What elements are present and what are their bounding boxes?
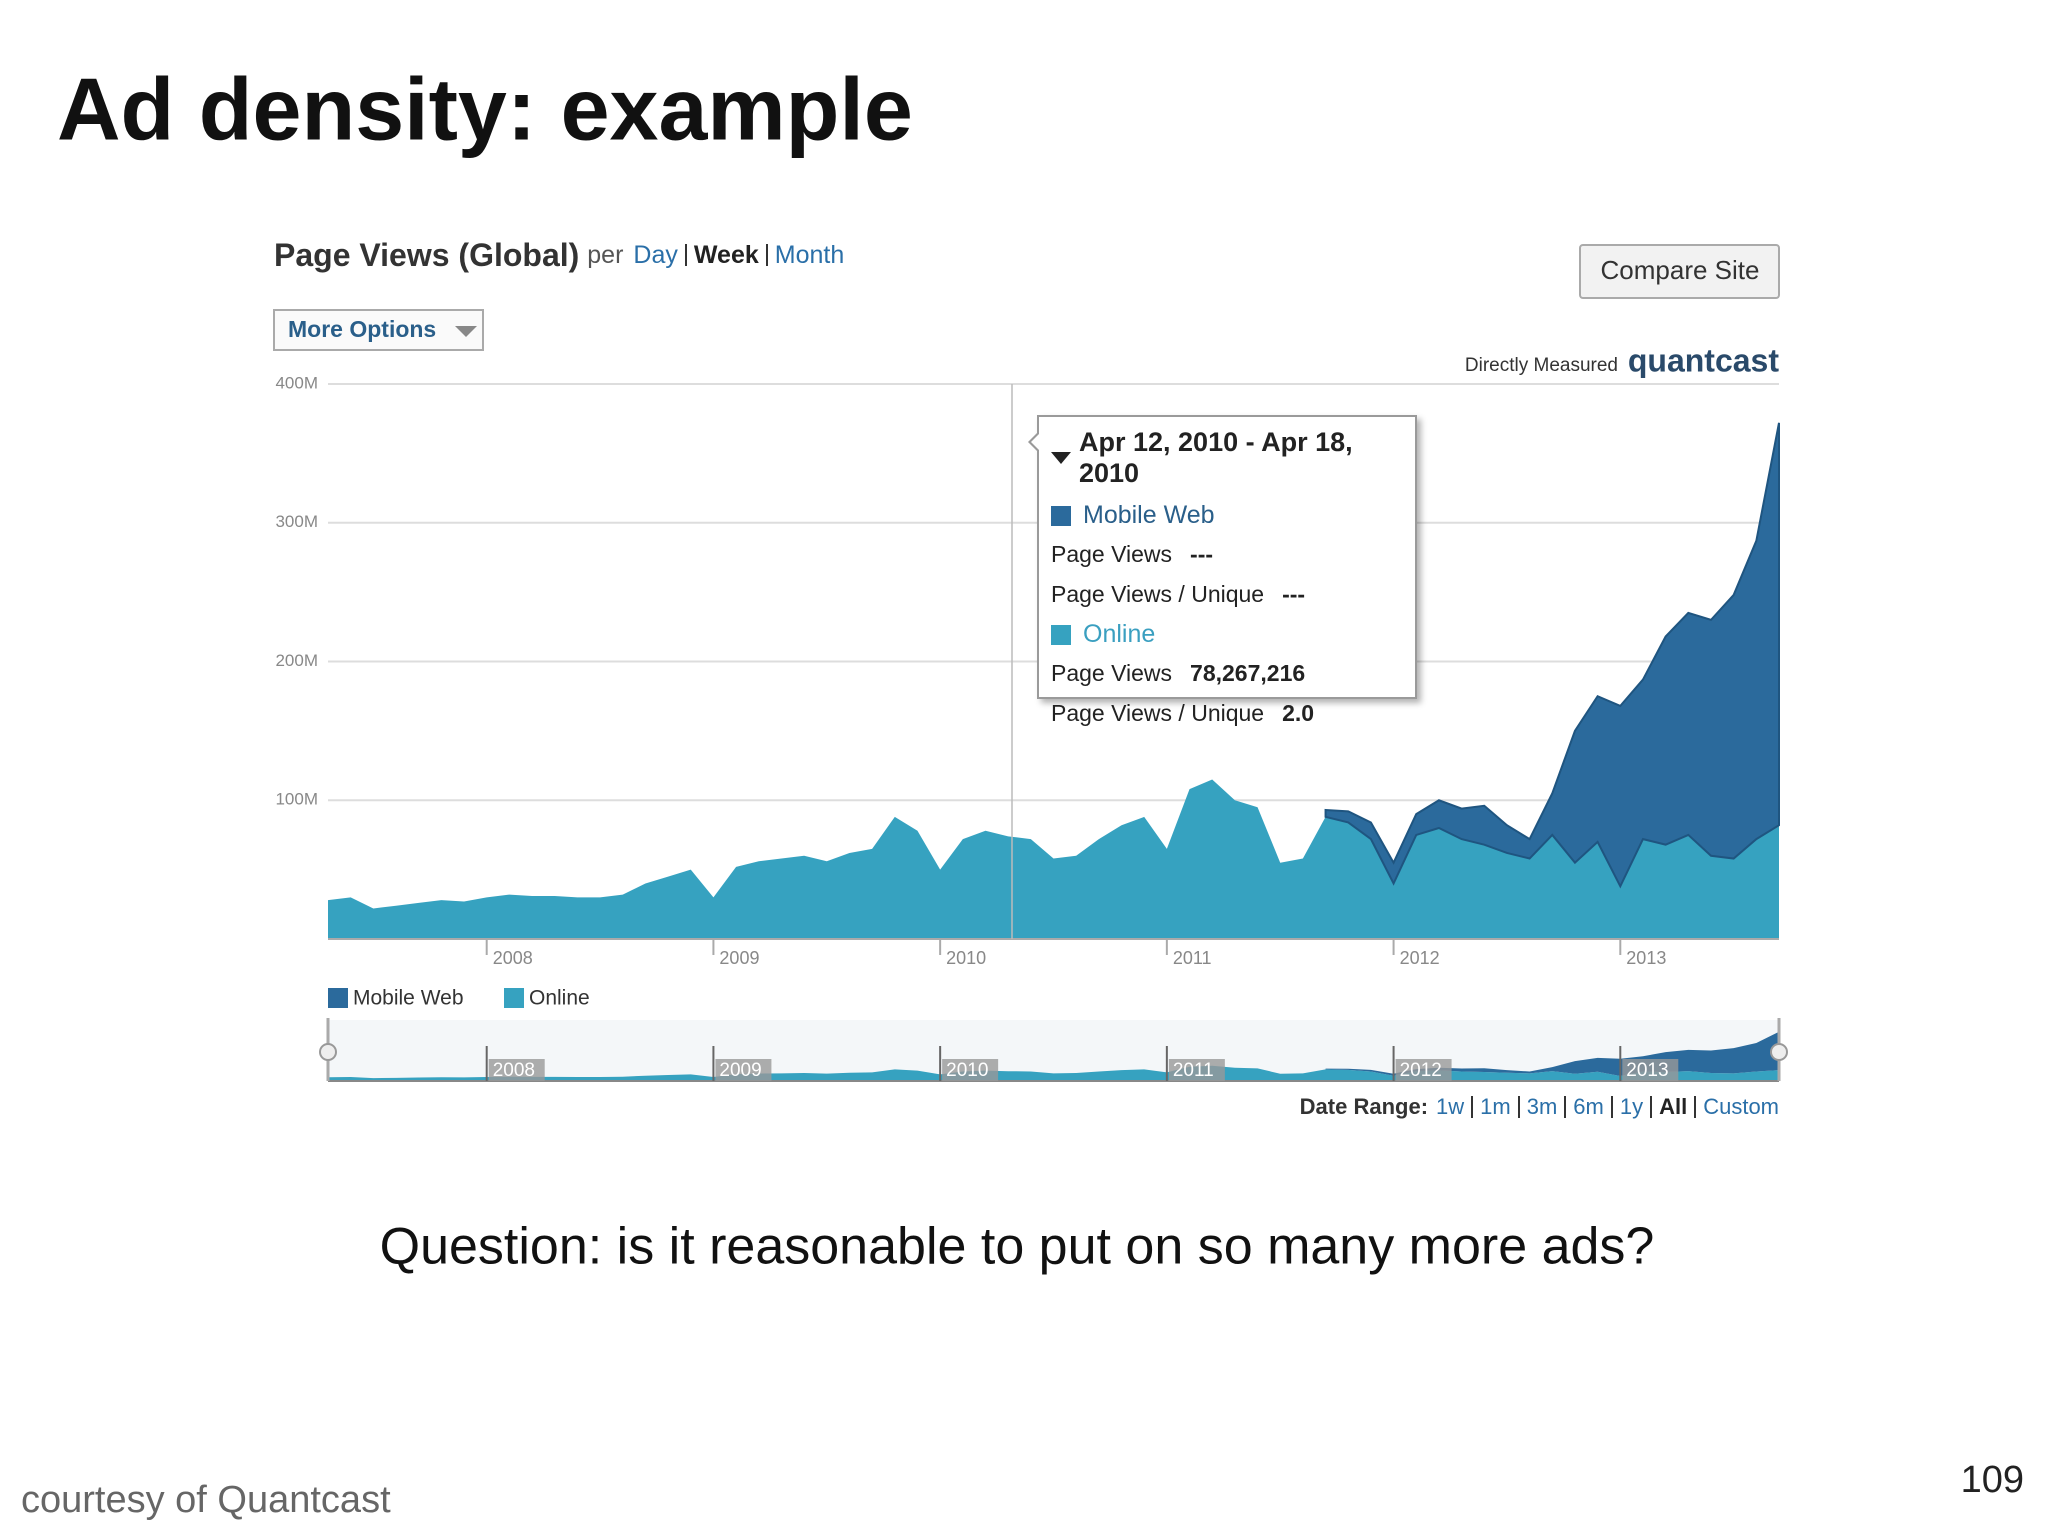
x-tick-label: 2011 xyxy=(1173,948,1212,968)
page-number: 109 xyxy=(1961,1459,2024,1501)
overview-tick-box xyxy=(1622,1059,1679,1081)
measured-label: Directly Measured xyxy=(1465,355,1618,376)
slide-title: Ad density: example xyxy=(57,59,913,158)
y-tick-label: 200M xyxy=(275,651,318,670)
tooltip: Apr 12, 2010 - Apr 18, 2010 Mobile Web Pa… xyxy=(1028,415,1417,726)
overview-tick-label: 2012 xyxy=(1400,1060,1442,1081)
more-options-button[interactable] xyxy=(273,309,484,351)
separator xyxy=(765,244,768,266)
legend-label: Online xyxy=(529,987,590,1010)
date-range-label: Date Range: xyxy=(1299,1094,1429,1119)
x-tick-label: 2013 xyxy=(1626,948,1666,968)
question: Question: is it reasonable to put on so … xyxy=(380,1218,1655,1276)
area-online xyxy=(328,779,1779,939)
tooltip-row: Page Views --- xyxy=(1051,534,1403,574)
overview-tick-box xyxy=(715,1059,772,1081)
heading: Page Views (Global) xyxy=(274,236,580,273)
legend-label: Mobile Web xyxy=(353,987,464,1010)
more-options-label[interactable]: More Options xyxy=(288,316,436,342)
overview-tick-label: 2009 xyxy=(719,1060,761,1081)
tooltip-swatch xyxy=(1051,624,1071,645)
tooltip-value: 78,267,216 xyxy=(1190,659,1306,686)
per-label: per xyxy=(587,240,624,269)
separator xyxy=(1610,1096,1613,1118)
area-mobile-web xyxy=(1324,422,1780,889)
tooltip-key: Page Views xyxy=(1051,540,1173,567)
dropdown-arrow xyxy=(455,326,477,337)
tooltip-value: 2.0 xyxy=(1282,699,1315,726)
overview-tick-box xyxy=(942,1059,999,1081)
legend-swatch xyxy=(504,988,524,1008)
date-range-link[interactable]: 1y xyxy=(1619,1094,1644,1119)
tooltip-swatch xyxy=(1051,505,1071,526)
tooltip-value: --- xyxy=(1282,580,1306,607)
y-tick-label: 400M xyxy=(275,373,318,392)
tooltip-group: Mobile Web xyxy=(1051,501,1403,530)
range-handle[interactable] xyxy=(1770,1043,1788,1061)
separator xyxy=(1471,1096,1474,1118)
y-tick-label: 100M xyxy=(275,790,318,809)
credit: courtesy of Quantcast xyxy=(21,1479,391,1521)
compare-button[interactable] xyxy=(1579,244,1780,299)
tooltip-group-name: Online xyxy=(1083,620,1156,648)
legend-swatch xyxy=(328,988,348,1008)
date-range-link[interactable]: All xyxy=(1659,1094,1688,1119)
tooltip-group: Online xyxy=(1051,620,1403,649)
date-range-link[interactable]: 3m xyxy=(1526,1094,1558,1119)
brand: quantcast xyxy=(1628,342,1779,378)
x-tick-label: 2009 xyxy=(719,948,759,968)
overview-tick-label: 2011 xyxy=(1173,1060,1214,1081)
tooltip-key: Page Views / Unique xyxy=(1051,699,1265,726)
separator xyxy=(684,244,687,266)
x-tick-label: 2012 xyxy=(1400,948,1440,968)
separator xyxy=(1517,1096,1520,1118)
compare-label[interactable]: Compare Site xyxy=(1601,255,1760,285)
separator xyxy=(1564,1096,1567,1118)
x-tick-label: 2008 xyxy=(493,948,533,968)
tooltip-key: Page Views / Unique xyxy=(1051,580,1265,607)
tooltip-value: --- xyxy=(1190,540,1214,567)
overview-tick-box xyxy=(1395,1059,1452,1081)
header-row: Page Views (Global) per Day Week Month xyxy=(274,236,844,274)
tooltip-row: Page Views / Unique --- xyxy=(1051,574,1403,614)
overview-tick-label: 2008 xyxy=(493,1060,535,1081)
overview-tick-box xyxy=(488,1059,545,1081)
granularity-link[interactable]: Week xyxy=(693,240,759,269)
date-range-link[interactable]: 6m xyxy=(1573,1094,1604,1119)
tooltip-key: Page Views xyxy=(1051,659,1173,686)
tooltip-row: Page Views 78,267,216 xyxy=(1051,653,1403,693)
date-range-link[interactable]: 1w xyxy=(1436,1094,1465,1119)
granularity-link[interactable]: Day xyxy=(633,240,678,269)
separator xyxy=(1650,1096,1653,1118)
date-range-link[interactable]: 1m xyxy=(1480,1094,1511,1119)
granularity-link[interactable]: Month xyxy=(774,240,845,269)
overview-tick-box xyxy=(1168,1059,1225,1081)
tooltip-row: Page Views / Unique 2.0 xyxy=(1051,693,1403,733)
y-tick-label: 300M xyxy=(275,512,318,531)
date-range-row: Date Range: 1w 1m 3m 6m 1y All Custom xyxy=(1300,1092,1779,1122)
x-tick-label: 2010 xyxy=(946,948,986,968)
date-range-link[interactable]: Custom xyxy=(1703,1094,1779,1119)
tooltip-title: Apr 12, 2010 - Apr 18, 2010 xyxy=(1051,427,1403,489)
range-handle[interactable] xyxy=(319,1043,337,1061)
overview-tick-label: 2010 xyxy=(946,1060,988,1081)
separator xyxy=(1694,1096,1697,1118)
overview-tick-label: 2013 xyxy=(1626,1060,1668,1081)
tooltip-group-name: Mobile Web xyxy=(1083,501,1215,529)
